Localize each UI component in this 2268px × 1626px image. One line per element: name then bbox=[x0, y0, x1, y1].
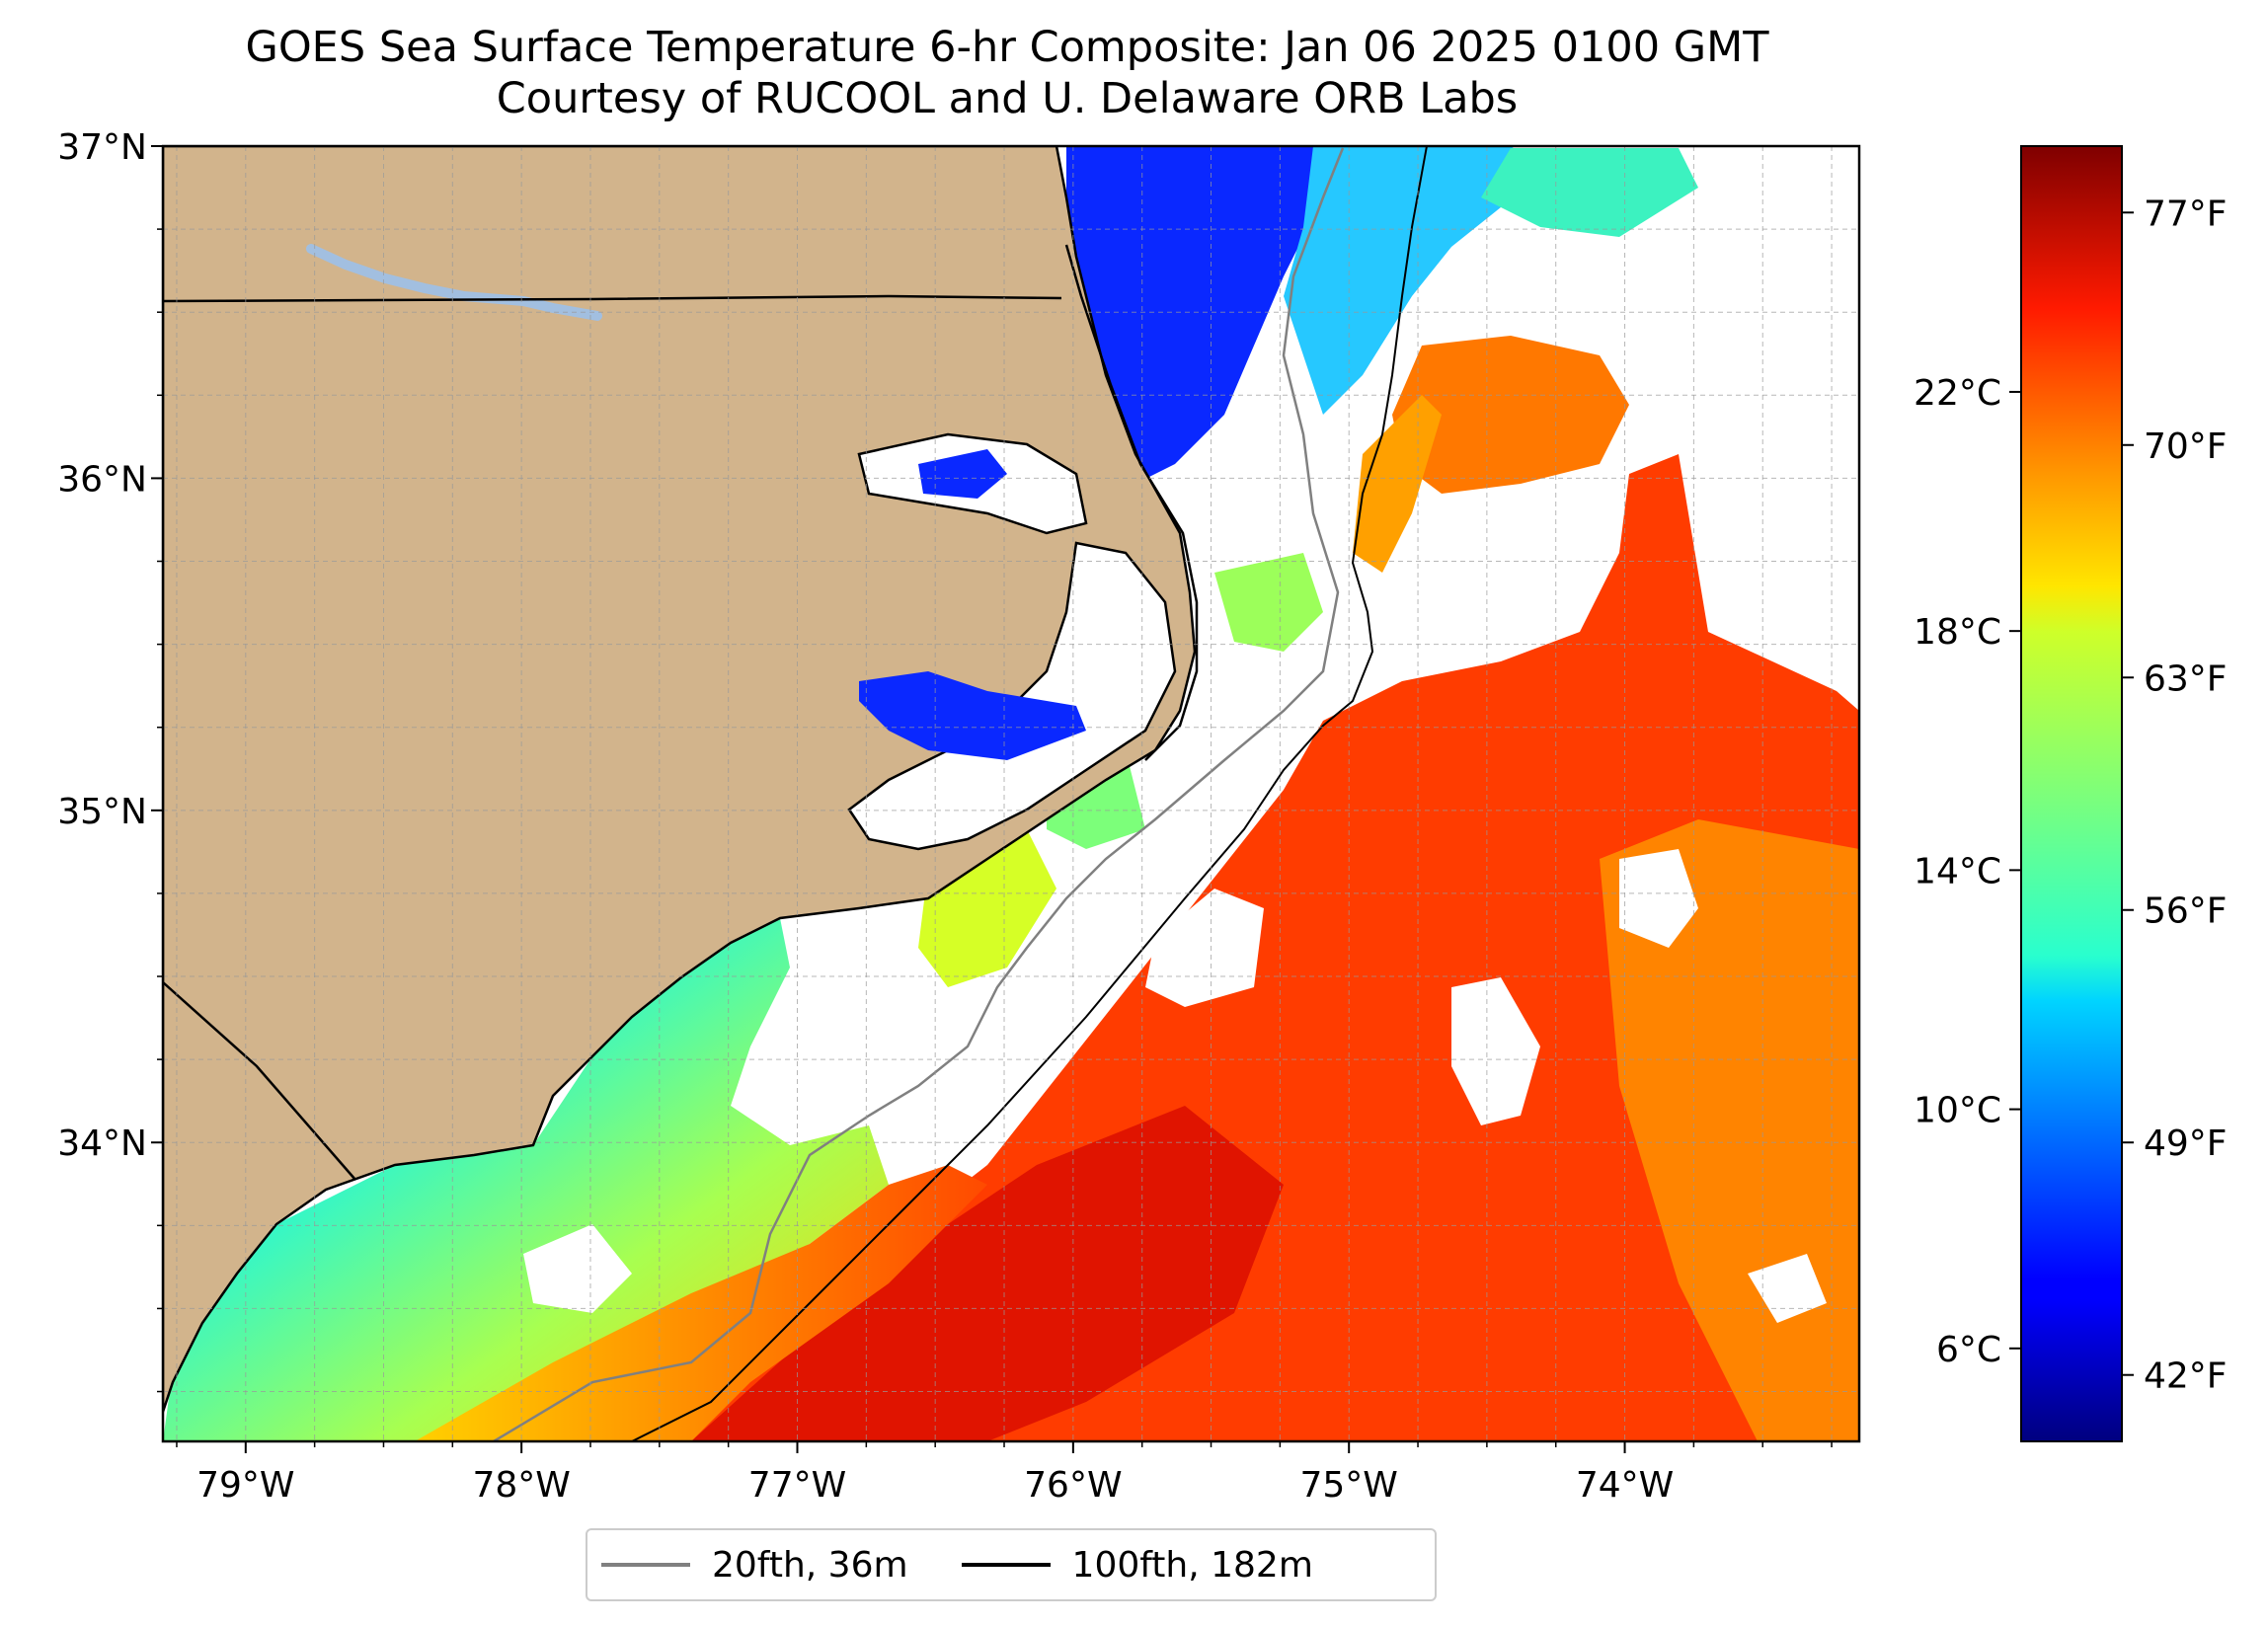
state-border-nc-sc bbox=[163, 981, 356, 1181]
lat-tick-label: 35°N bbox=[57, 792, 147, 832]
legend-swatch-100fth bbox=[961, 1563, 1051, 1567]
cloud-hole-5 bbox=[523, 1224, 632, 1313]
gulf-stream-core bbox=[691, 1106, 1284, 1441]
cyan-patch-ne bbox=[1481, 148, 1698, 237]
legend-item-20fth: 20fth, 36m bbox=[587, 1545, 908, 1586]
colorbar-celsius-axis: 6°C 10°C 14°C 18°C 22°C bbox=[1914, 373, 2021, 1370]
green-patch-hatteras bbox=[1214, 553, 1323, 652]
isobath-100fth bbox=[631, 146, 1428, 1441]
offshore-orange-north bbox=[1392, 336, 1629, 494]
blue-estuary-north bbox=[918, 449, 1007, 499]
colorbar-c-label: 6°C bbox=[1936, 1330, 2001, 1370]
colorbar bbox=[2020, 145, 2123, 1442]
legend-label-100fth: 100fth, 182m bbox=[1071, 1544, 1313, 1586]
cloud-hole-4 bbox=[1748, 1254, 1827, 1323]
lon-tick-label: 78°W bbox=[472, 1465, 570, 1506]
map-content bbox=[163, 146, 1859, 1441]
cold-north-water bbox=[1066, 146, 1323, 484]
colorbar-fahrenheit-axis: 42°F 49°F 56°F 63°F 70°F 77°F bbox=[2122, 194, 2228, 1397]
nearshore-warm-band bbox=[415, 1165, 987, 1441]
colorbar-c-label: 10°C bbox=[1914, 1091, 2001, 1131]
blue-estuary-south bbox=[859, 671, 1086, 760]
longitude-axis: 79°W 78°W 77°W 76°W 75°W 74°W bbox=[176, 1441, 1833, 1506]
colorbar-f-label: 49°F bbox=[2144, 1123, 2228, 1164]
colorbar-f-label: 56°F bbox=[2144, 891, 2228, 932]
lat-tick-label: 36°N bbox=[57, 459, 147, 500]
isobath-20fth bbox=[493, 147, 1345, 1441]
title-line-1: GOES Sea Surface Temperature 6-hr Compos… bbox=[245, 23, 1769, 72]
legend-item-100fth: 100fth, 182m bbox=[948, 1545, 1313, 1586]
colorbar-f-label: 42°F bbox=[2144, 1356, 2228, 1397]
figure-title: GOES Sea Surface Temperature 6-hr Compos… bbox=[0, 22, 2014, 124]
cloud-hole-1 bbox=[1145, 889, 1264, 1007]
lon-tick-label: 77°W bbox=[748, 1465, 846, 1506]
latitude-axis: 34°N 35°N 36°N 37°N bbox=[57, 127, 163, 1393]
colorbar-c-label: 22°C bbox=[1914, 373, 2001, 414]
shelf-break-orange bbox=[1353, 395, 1442, 573]
colorbar-f-label: 70°F bbox=[2144, 426, 2228, 467]
lon-tick-label: 74°W bbox=[1576, 1465, 1674, 1506]
state-border-va-nc bbox=[163, 294, 1062, 303]
lat-tick-label: 34°N bbox=[57, 1123, 147, 1164]
coastal-shelf-sst bbox=[163, 918, 889, 1441]
cloud-hole-2 bbox=[1451, 977, 1540, 1125]
legend-swatch-20fth bbox=[601, 1563, 690, 1567]
colorbar-c-label: 14°C bbox=[1914, 851, 2001, 891]
map-frame bbox=[161, 144, 1861, 1443]
colorbar-f-label: 63°F bbox=[2144, 658, 2228, 699]
outer-banks bbox=[1064, 244, 1199, 761]
title-line-2: Courtesy of RUCOOL and U. Delaware ORB L… bbox=[496, 74, 1519, 123]
colorbar-c-label: 18°C bbox=[1914, 612, 2001, 653]
colorbar-f-label: 77°F bbox=[2144, 194, 2228, 234]
lake-kerr bbox=[306, 244, 602, 321]
cool-north-water bbox=[1284, 146, 1540, 415]
isobath-legend: 20fth, 36m 100fth, 182m bbox=[586, 1528, 1437, 1601]
legend-label-20fth: 20fth, 36m bbox=[712, 1544, 908, 1586]
lon-tick-label: 79°W bbox=[196, 1465, 294, 1506]
lon-tick-label: 76°W bbox=[1024, 1465, 1122, 1506]
lat-tick-label: 37°N bbox=[57, 127, 147, 168]
cloud-hole-3 bbox=[1619, 849, 1698, 948]
lon-tick-label: 75°W bbox=[1300, 1465, 1398, 1506]
